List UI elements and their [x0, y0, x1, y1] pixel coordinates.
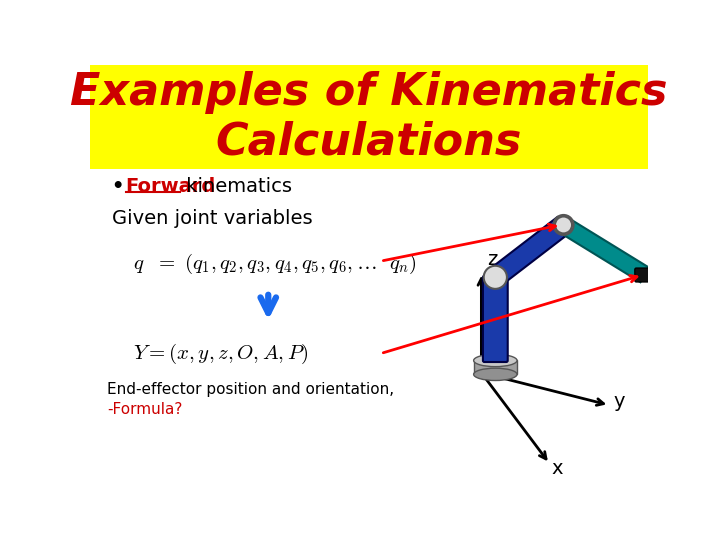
- Polygon shape: [559, 218, 649, 282]
- Text: x: x: [551, 460, 562, 478]
- Ellipse shape: [555, 217, 572, 233]
- Ellipse shape: [474, 354, 517, 367]
- Ellipse shape: [474, 368, 517, 381]
- Ellipse shape: [554, 215, 574, 235]
- FancyBboxPatch shape: [90, 65, 648, 168]
- Text: •: •: [112, 177, 124, 196]
- Text: $q\ \ =\ (q_1, q_2, q_3, q_4, q_5, q_6,\ldots\ \ q_n)$: $q\ \ =\ (q_1, q_2, q_3, q_4, q_5, q_6,\…: [132, 252, 416, 275]
- Text: Examples of Kinematics
Calculations: Examples of Kinematics Calculations: [71, 71, 667, 164]
- FancyBboxPatch shape: [483, 276, 508, 362]
- Text: End-effector position and orientation,: End-effector position and orientation,: [107, 382, 394, 397]
- Bar: [474, 361, 517, 374]
- Text: Given joint variables: Given joint variables: [112, 210, 312, 228]
- Text: y: y: [613, 392, 625, 411]
- Text: $Y = (x, y, z, O, A, P)$: $Y = (x, y, z, O, A, P)$: [132, 341, 308, 366]
- Text: -Formula?: -Formula?: [107, 402, 182, 417]
- Ellipse shape: [484, 266, 507, 289]
- Text: z: z: [487, 250, 498, 269]
- Text: kinematics: kinematics: [180, 177, 292, 196]
- Text: Forward: Forward: [126, 177, 216, 196]
- FancyBboxPatch shape: [635, 268, 655, 282]
- Polygon shape: [489, 217, 570, 285]
